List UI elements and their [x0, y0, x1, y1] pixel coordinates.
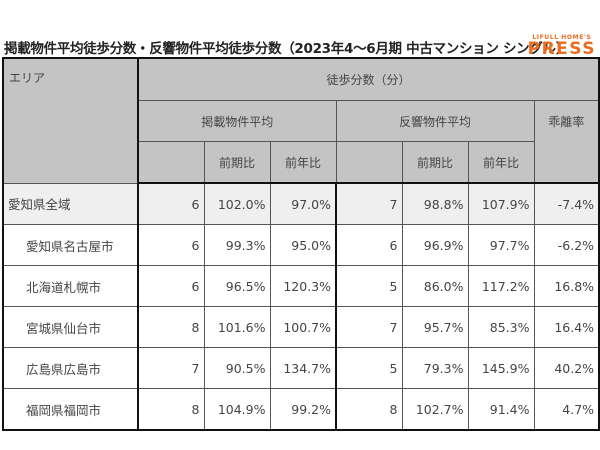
divergence: -6.2%: [533, 224, 600, 266]
response-minutes: 6: [335, 224, 403, 266]
divergence: 16.4%: [533, 306, 600, 348]
response-qoq: 98.8%: [401, 182, 469, 225]
row-area: 北海道札幌市: [2, 265, 139, 307]
walk-minutes-table: エリア 徒歩分数（分） 掲載物件平均 反響物件平均 乖離率 前期比 前年比 前期…: [2, 57, 600, 431]
listed-yoy: 95.0%: [269, 224, 337, 266]
logo-big-text: PRESS: [527, 39, 596, 59]
listed-minutes: 6: [137, 182, 205, 225]
table-row: 広島県広島市 7 90.5% 134.7% 5 79.3% 145.9% 40.…: [2, 347, 600, 389]
listed-minutes: 6: [137, 224, 205, 266]
listed-minutes: 7: [137, 347, 205, 389]
listed-yoy: 134.7%: [269, 347, 337, 389]
response-yoy: 117.2%: [467, 265, 535, 307]
divergence: 16.8%: [533, 265, 600, 307]
listed-minutes: 8: [137, 306, 205, 348]
response-minutes: 7: [335, 306, 403, 348]
table-row: 北海道札幌市 6 96.5% 120.3% 5 86.0% 117.2% 16.…: [2, 265, 600, 307]
listed-qoq: 99.3%: [203, 224, 271, 266]
response-yoy: 85.3%: [467, 306, 535, 348]
listed-yoy: 120.3%: [269, 265, 337, 307]
listed-minutes: 8: [137, 388, 205, 431]
listed-qoq: 90.5%: [203, 347, 271, 389]
table-row: 愛知県全域 6 102.0% 97.0% 7 98.8% 107.9% -7.4…: [2, 182, 600, 225]
listed-qoq: 104.9%: [203, 388, 271, 431]
response-yoy: 97.7%: [467, 224, 535, 266]
listed-yoy: 99.2%: [269, 388, 337, 431]
listed-yoy: 100.7%: [269, 306, 337, 348]
lifull-homes-press-logo: LIFULL HOME'S PRESS: [527, 34, 596, 59]
listed-qoq: 101.6%: [203, 306, 271, 348]
response-qoq: 102.7%: [401, 388, 469, 431]
header-response-yoy: 前年比: [467, 141, 535, 184]
response-yoy: 107.9%: [467, 182, 535, 225]
response-qoq: 96.9%: [401, 224, 469, 266]
header-listed-qoq: 前期比: [203, 141, 271, 184]
header-area: エリア: [2, 57, 139, 184]
table-row: 宮城県仙台市 8 101.6% 100.7% 7 95.7% 85.3% 16.…: [2, 306, 600, 348]
response-minutes: 8: [335, 388, 403, 431]
header-listed-value-spacer: [137, 141, 205, 184]
table-row: 福岡県福岡市 8 104.9% 99.2% 8 102.7% 91.4% 4.7…: [2, 388, 600, 431]
response-minutes: 7: [335, 182, 403, 225]
header-listed-yoy: 前年比: [269, 141, 337, 184]
header-response-avg: 反響物件平均: [335, 100, 535, 142]
listed-qoq: 96.5%: [203, 265, 271, 307]
divergence: 4.7%: [533, 388, 600, 431]
listed-minutes: 6: [137, 265, 205, 307]
divergence: -7.4%: [533, 182, 600, 225]
header-listed-avg: 掲載物件平均: [137, 100, 337, 142]
row-area: 福岡県福岡市: [2, 388, 139, 431]
header-divergence: 乖離率: [533, 100, 600, 184]
page-title: 掲載物件平均徒歩分数・反響物件平均徒歩分数（2023年4～6月期 中古マンション…: [4, 41, 569, 57]
response-minutes: 5: [335, 347, 403, 389]
response-yoy: 91.4%: [467, 388, 535, 431]
header-response-value-spacer: [335, 141, 403, 184]
listed-qoq: 102.0%: [203, 182, 271, 225]
header-walk-minutes: 徒歩分数（分）: [137, 57, 600, 101]
response-minutes: 5: [335, 265, 403, 307]
response-qoq: 79.3%: [401, 347, 469, 389]
response-qoq: 95.7%: [401, 306, 469, 348]
logo-small-text: LIFULL HOME'S: [532, 34, 592, 41]
header-response-qoq: 前期比: [401, 141, 469, 184]
row-area: 宮城県仙台市: [2, 306, 139, 348]
listed-yoy: 97.0%: [269, 182, 337, 225]
row-area: 愛知県名古屋市: [2, 224, 139, 266]
response-qoq: 86.0%: [401, 265, 469, 307]
row-area: 愛知県全域: [2, 182, 139, 225]
divergence: 40.2%: [533, 347, 600, 389]
table-row: 愛知県名古屋市 6 99.3% 95.0% 6 96.9% 97.7% -6.2…: [2, 224, 600, 266]
response-yoy: 145.9%: [467, 347, 535, 389]
row-area: 広島県広島市: [2, 347, 139, 389]
